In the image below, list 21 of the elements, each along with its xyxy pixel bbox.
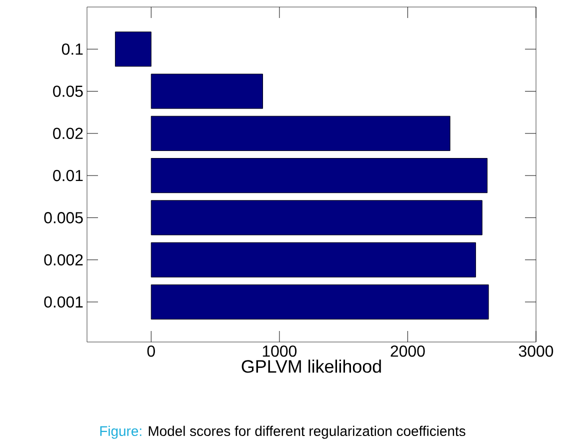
y-tick-label: 0.1 [62,44,83,55]
bar [150,242,476,278]
x-axis-title: GPLVM likelihood [242,360,381,373]
y-tick-label: 0.002 [44,254,83,266]
y-tick-label: 0.01 [53,170,83,182]
bar [150,200,482,236]
bar [114,32,152,67]
y-tick-label: 0.005 [44,212,83,224]
x-tick-label: 1000 [262,346,297,357]
bar [150,158,488,194]
y-tick-label: 0.02 [53,128,83,140]
bar [150,74,264,109]
y-tick-label: 0.05 [53,86,83,97]
text: Model scores for different regularization coefficients [148,426,466,439]
x-tick-label: 0 [147,346,155,357]
bar [150,116,450,151]
x-tick-label: 3000 [518,346,554,357]
text: Figure: [100,426,142,439]
y-tick-label: 0.001 [44,296,83,308]
x-tick-label: 2000 [390,346,425,357]
bar [150,284,489,320]
